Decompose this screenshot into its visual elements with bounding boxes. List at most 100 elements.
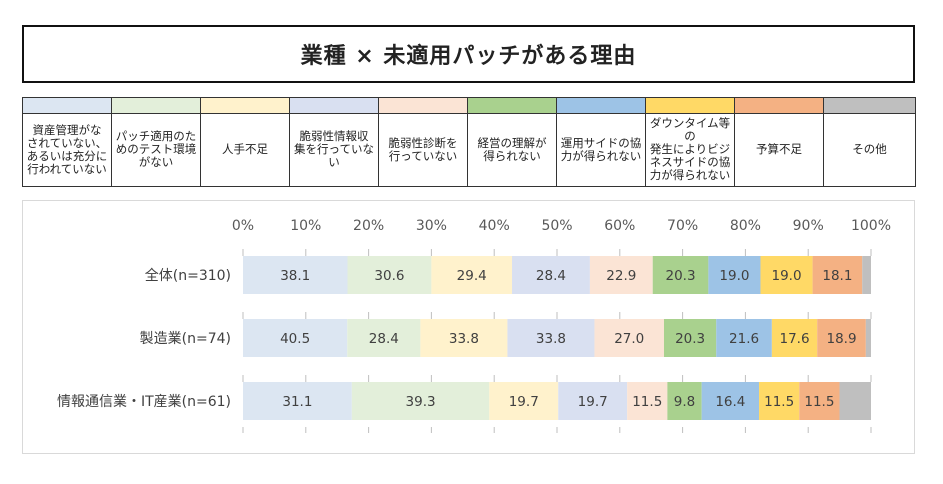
category-label: 情報通信業・IT産業(n=61) (57, 394, 231, 410)
bar-segment (243, 382, 352, 420)
chart-area: 0% 10% 20% 30% 40% 50% 60% 70% 80% 90% 100% 全体(n=31… (22, 200, 915, 454)
data-label: 20.3 (675, 331, 705, 347)
legend-label: その他 (852, 142, 887, 156)
x-tick-label: 10% (290, 218, 321, 234)
data-label: 18.1 (822, 268, 852, 284)
data-label: 18.9 (826, 331, 856, 347)
bar-segment (799, 382, 840, 420)
legend-label: 脆弱性診断を 行っていない (388, 135, 458, 163)
legend-swatch (379, 98, 467, 114)
bar-segment (771, 319, 818, 357)
x-tick-label: 20% (353, 218, 384, 234)
data-label: 11.5 (632, 394, 662, 410)
bar-segment (708, 256, 761, 294)
data-label: 28.4 (369, 331, 399, 347)
legend-item: 人手不足 (200, 97, 290, 187)
legend-swatch (646, 98, 734, 114)
bar-segment (716, 319, 772, 357)
legend-swatch (824, 98, 915, 114)
bar-segment (865, 319, 871, 357)
legend-item: パッチ適用のた めのテスト環境 がない (111, 97, 201, 187)
legend-swatch (468, 98, 556, 114)
legend-swatch (735, 98, 823, 114)
legend-label: 脆弱性情報収 集を行っていな い (294, 129, 374, 169)
legend-label: 人手不足 (222, 142, 268, 156)
legend-label: 資産管理がな されていない、 あるいは充分に 行われていない (26, 122, 108, 176)
data-label: 29.4 (457, 268, 487, 284)
bar-segment (243, 319, 348, 357)
bar-segment (512, 256, 590, 294)
data-label: 31.1 (282, 394, 312, 410)
legend-item: 資産管理がな されていない、 あるいは充分に 行われていない (22, 97, 112, 187)
bar-segment (817, 319, 866, 357)
x-tick-label: 50% (541, 218, 572, 234)
bar-segment (351, 382, 490, 420)
data-label: 39.3 (406, 394, 436, 410)
data-label: 9.8 (674, 394, 695, 410)
legend-item: 予算不足 (734, 97, 824, 187)
x-tick-label: 70% (667, 218, 698, 234)
bar-segment (347, 256, 432, 294)
bar-segment (759, 382, 800, 420)
data-label: 19.0 (772, 268, 802, 284)
x-tick-label: 0% (232, 218, 254, 234)
bar-segment (489, 382, 559, 420)
legend-label: 運用サイドの協 力が得られない (560, 135, 642, 163)
bar-segment (507, 319, 595, 357)
bar-segment (589, 256, 653, 294)
data-label: 19.0 (719, 268, 749, 284)
legend-item: 経営の理解が 得られない (467, 97, 557, 187)
bar-segment (663, 319, 717, 357)
legend-swatch (23, 98, 111, 114)
legend-swatch (290, 98, 378, 114)
data-label: 40.5 (280, 331, 310, 347)
x-tick-label: 30% (416, 218, 447, 234)
legend-swatch (112, 98, 200, 114)
bar-segment (594, 319, 664, 357)
data-label: 11.5 (764, 394, 794, 410)
chart-title-box: 業種 × 未適用パッチがある理由 (22, 25, 915, 83)
legend-item: ダウンタイム等の 発生によりビジ ネスサイドの協 力が得られない (645, 97, 735, 187)
data-label: 27.0 (614, 331, 644, 347)
data-label: 22.9 (606, 268, 636, 284)
legend-label: ダウンタイム等の 発生によりビジ ネスサイドの協 力が得られない (649, 116, 731, 182)
data-label: 11.5 (804, 394, 834, 410)
legend-swatch (557, 98, 645, 114)
x-tick-label: 80% (730, 218, 761, 234)
legend-swatch (201, 98, 289, 114)
x-tick-label: 90% (793, 218, 824, 234)
category-label: 全体(n=310) (145, 267, 231, 284)
legend-item: 運用サイドの協 力が得られない (556, 97, 646, 187)
bar-segment (420, 319, 508, 357)
legend-table: 資産管理がな されていない、 あるいは充分に 行われていない パッチ適用のた めの… (22, 97, 916, 187)
legend-label: 予算不足 (756, 142, 802, 156)
data-label: 20.3 (666, 268, 696, 284)
legend-label: パッチ適用のた めのテスト環境 がない (115, 129, 197, 169)
data-label: 33.8 (536, 331, 566, 347)
legend-label: 経営の理解が 得られない (477, 135, 547, 163)
data-label: 28.4 (536, 268, 566, 284)
x-tick-label: 40% (479, 218, 510, 234)
bar-segment (243, 256, 348, 294)
data-label: 19.7 (509, 394, 539, 410)
data-label: 33.8 (449, 331, 479, 347)
x-tick-label: 60% (604, 218, 635, 234)
x-tick-label: 100% (851, 218, 891, 234)
stacked-bar-chart: 0% 10% 20% 30% 40% 50% 60% 70% 80% 90% 100% 全体(n=31… (57, 218, 891, 433)
bar-segment (652, 256, 709, 294)
category-label: 製造業(n=74) (140, 331, 231, 347)
bar-segment (347, 319, 421, 357)
data-label: 16.4 (715, 394, 745, 410)
legend-item: その他 (823, 97, 916, 187)
data-label: 30.6 (374, 268, 404, 284)
data-label: 21.6 (729, 331, 759, 347)
data-label: 38.1 (280, 268, 310, 284)
bar-segment (812, 256, 863, 294)
bar-segment (862, 256, 871, 294)
bar-segment (558, 382, 628, 420)
bar-segment (667, 382, 702, 420)
bar-segment (839, 382, 871, 420)
legend-item: 脆弱性情報収 集を行っていな い (289, 97, 379, 187)
legend-item: 脆弱性診断を 行っていない (378, 97, 468, 187)
bar-segment (760, 256, 813, 294)
